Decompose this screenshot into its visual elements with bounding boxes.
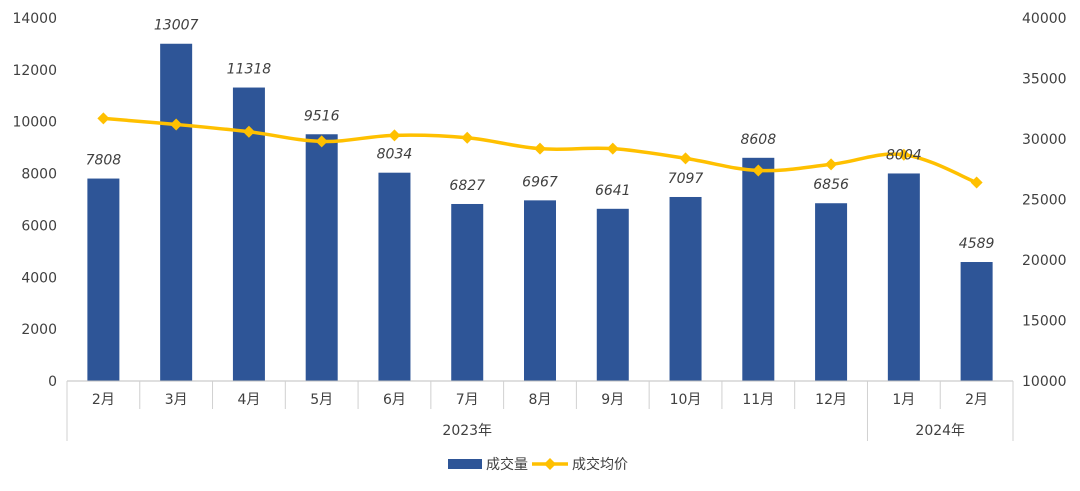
avg-price-point: [606, 142, 619, 155]
y-right-tick-label: 25000: [1022, 193, 1067, 209]
x-group-label: 2024年: [915, 423, 965, 439]
y-left-tick-label: 8000: [21, 167, 57, 183]
bar: [524, 200, 556, 381]
bar: [742, 157, 775, 381]
y-right-tick-label: 20000: [1022, 253, 1067, 269]
bar-data-label: 9516: [304, 108, 340, 124]
y-right-tick-label: 35000: [1022, 72, 1067, 88]
avg-price-point: [242, 125, 255, 138]
y-left-tick-label: 10000: [12, 115, 57, 131]
bar-data-label: 13007: [154, 18, 199, 34]
avg-price-point: [97, 112, 110, 125]
x-tick-label: 11月: [742, 392, 774, 408]
x-tick-label: 4月: [237, 392, 260, 408]
avg-price-point: [679, 152, 692, 165]
y-left-tick-label: 14000: [12, 11, 57, 27]
x-tick-label: 12月: [815, 392, 847, 408]
bar-data-label: 7097: [668, 171, 704, 187]
y-left-tick-label: 4000: [21, 270, 57, 286]
y-left-tick-label: 6000: [21, 218, 57, 234]
avg-price-point: [897, 148, 910, 161]
avg-price-point: [388, 129, 401, 142]
x-tick-label: 10月: [670, 392, 702, 408]
bar-data-label: 6827: [449, 178, 485, 194]
bar: [669, 196, 702, 381]
x-tick-label: 2月: [92, 392, 115, 408]
x-group-label: 2023年: [442, 423, 492, 439]
y-right-tick-label: 30000: [1022, 132, 1067, 148]
y-right-tick-label: 40000: [1022, 11, 1067, 27]
x-tick-label: 5月: [310, 392, 333, 408]
legend-swatch-marker: [544, 458, 556, 470]
x-tick-label: 7月: [456, 392, 479, 408]
x-tick-label: 9月: [601, 392, 624, 408]
avg-price-point: [170, 118, 183, 131]
bar: [815, 203, 848, 381]
y-left-tick-label: 12000: [12, 63, 57, 79]
x-tick-label: 3月: [165, 392, 188, 408]
legend-swatch-bar: [448, 459, 482, 469]
y-left-tick-label: 2000: [21, 322, 57, 338]
bar: [305, 134, 338, 381]
legend-label-volume: 成交量: [486, 456, 528, 473]
x-tick-label: 6月: [383, 392, 406, 408]
bar-data-label: 11318: [227, 62, 272, 78]
bar-data-label: 6856: [813, 177, 849, 193]
avg-price-point: [534, 142, 546, 155]
bar-data-label: 8004: [886, 147, 922, 163]
bar-data-label: 8608: [740, 132, 776, 148]
y-right-tick-label: 10000: [1022, 374, 1067, 390]
y-left-tick-label: 0: [48, 374, 57, 390]
bar-data-label: 6641: [595, 183, 631, 199]
y-right-tick-label: 15000: [1022, 314, 1067, 330]
avg-price-point: [752, 164, 765, 177]
legend-label-avg-price: 成交均价: [572, 456, 628, 473]
x-tick-label: 8月: [529, 392, 552, 408]
x-tick-label: 2月: [965, 392, 988, 408]
bar: [596, 208, 629, 381]
bar-data-label: 7808: [86, 153, 122, 169]
bar-data-label: 8034: [377, 147, 413, 163]
bar-data-label: 4589: [959, 236, 995, 252]
bar: [960, 262, 993, 381]
avg-price-point: [315, 135, 328, 148]
bar: [451, 203, 484, 381]
bar: [378, 172, 411, 381]
bar: [87, 178, 120, 381]
bar: [887, 173, 920, 381]
bar-data-label: 6967: [522, 174, 558, 190]
avg-price-point: [825, 158, 838, 171]
avg-price-point: [970, 176, 983, 189]
x-tick-label: 1月: [892, 392, 915, 408]
avg-price-point: [461, 131, 474, 144]
bar: [160, 43, 193, 381]
